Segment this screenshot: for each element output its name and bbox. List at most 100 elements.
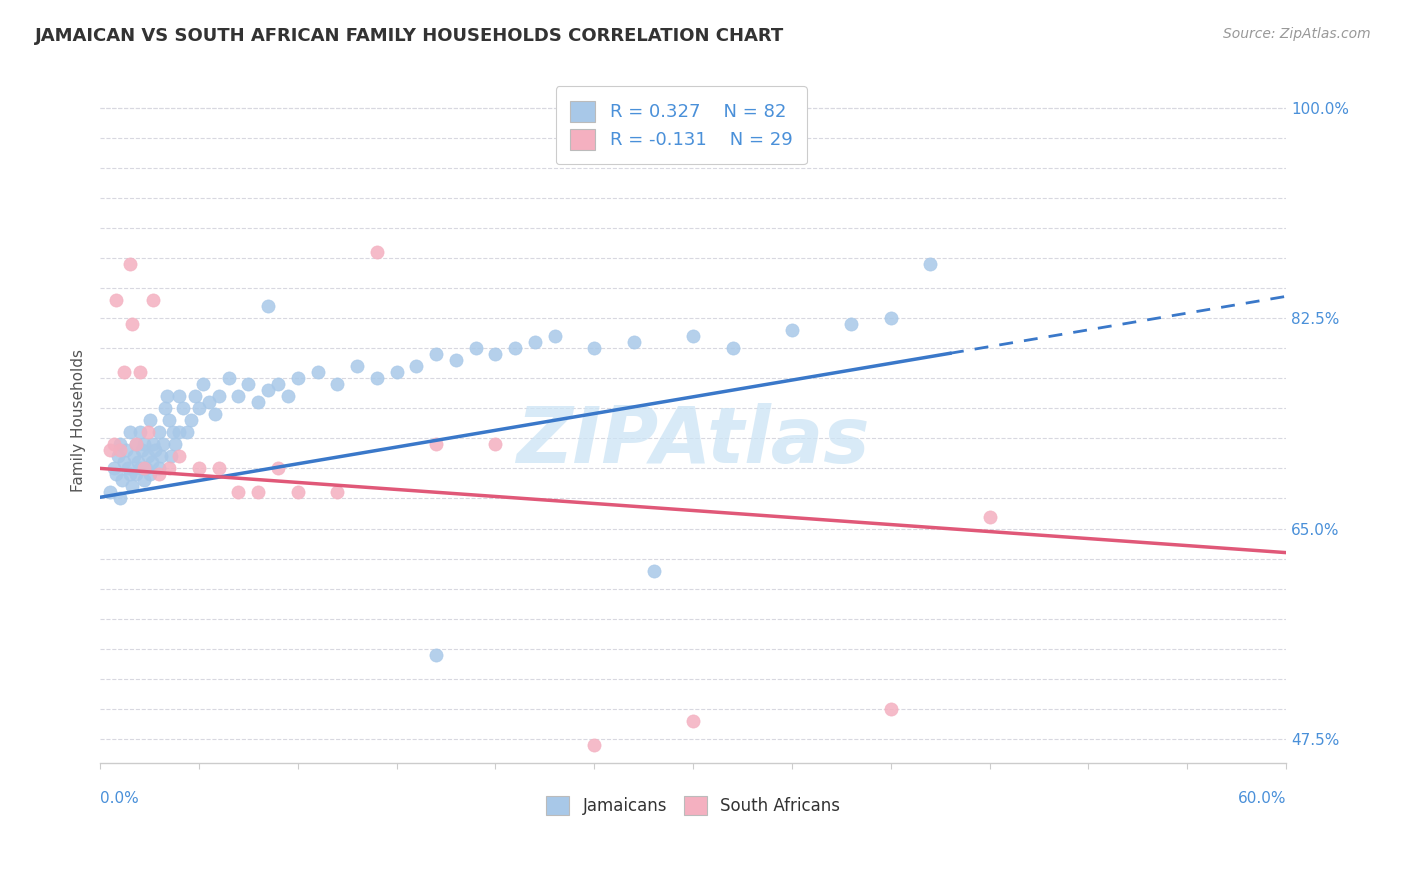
Point xyxy=(157,461,180,475)
Point xyxy=(112,455,135,469)
Point xyxy=(103,437,125,451)
Point xyxy=(98,443,121,458)
Point xyxy=(128,425,150,440)
Point xyxy=(366,244,388,259)
Point xyxy=(155,401,177,416)
Point xyxy=(136,450,159,464)
Point xyxy=(121,479,143,493)
Point xyxy=(157,413,180,427)
Point xyxy=(122,450,145,464)
Point xyxy=(136,425,159,440)
Point xyxy=(135,461,157,475)
Point xyxy=(131,443,153,458)
Point xyxy=(125,467,148,482)
Point xyxy=(176,425,198,440)
Point xyxy=(107,450,129,464)
Point xyxy=(121,317,143,331)
Text: Source: ZipAtlas.com: Source: ZipAtlas.com xyxy=(1223,27,1371,41)
Point xyxy=(218,371,240,385)
Point xyxy=(165,437,187,451)
Point xyxy=(112,365,135,379)
Point xyxy=(118,425,141,440)
Point xyxy=(167,425,190,440)
Point xyxy=(148,425,170,440)
Point xyxy=(142,437,165,451)
Text: JAMAICAN VS SOUTH AFRICAN FAMILY HOUSEHOLDS CORRELATION CHART: JAMAICAN VS SOUTH AFRICAN FAMILY HOUSEHO… xyxy=(35,27,785,45)
Point xyxy=(780,323,803,337)
Point xyxy=(879,702,901,716)
Point xyxy=(346,359,368,373)
Text: 60.0%: 60.0% xyxy=(1237,790,1286,805)
Point xyxy=(544,329,567,343)
Point xyxy=(138,413,160,427)
Point xyxy=(125,437,148,451)
Point xyxy=(307,365,329,379)
Point xyxy=(156,389,179,403)
Point xyxy=(979,509,1001,524)
Point xyxy=(238,377,260,392)
Point xyxy=(257,383,280,397)
Point xyxy=(444,353,467,368)
Point xyxy=(257,299,280,313)
Point xyxy=(118,467,141,482)
Point xyxy=(385,365,408,379)
Point xyxy=(484,437,506,451)
Point xyxy=(118,257,141,271)
Point xyxy=(267,377,290,392)
Point xyxy=(208,389,231,403)
Point xyxy=(287,371,309,385)
Point xyxy=(104,467,127,482)
Point xyxy=(204,407,226,421)
Point xyxy=(839,317,862,331)
Point xyxy=(425,437,447,451)
Point xyxy=(117,461,139,475)
Point xyxy=(366,371,388,385)
Point xyxy=(247,395,270,409)
Point xyxy=(326,377,349,392)
Point xyxy=(167,389,190,403)
Point xyxy=(228,389,250,403)
Point xyxy=(191,377,214,392)
Point xyxy=(721,341,744,355)
Point xyxy=(643,564,665,578)
Legend: Jamaicans, South Africans: Jamaicans, South Africans xyxy=(537,788,849,823)
Point xyxy=(583,341,606,355)
Point xyxy=(484,347,506,361)
Text: 0.0%: 0.0% xyxy=(100,790,139,805)
Point xyxy=(920,257,942,271)
Point xyxy=(180,413,202,427)
Point xyxy=(108,437,131,451)
Point xyxy=(125,437,148,451)
Point xyxy=(682,329,704,343)
Point xyxy=(127,455,149,469)
Point xyxy=(198,395,221,409)
Point xyxy=(152,437,174,451)
Point xyxy=(326,485,349,500)
Point xyxy=(184,389,207,403)
Point xyxy=(150,450,173,464)
Text: ZIPAtlas: ZIPAtlas xyxy=(516,403,870,479)
Point xyxy=(145,443,167,458)
Point xyxy=(682,714,704,728)
Point xyxy=(132,461,155,475)
Point xyxy=(623,335,645,350)
Point xyxy=(114,443,136,458)
Point xyxy=(142,293,165,307)
Point xyxy=(187,401,209,416)
Point xyxy=(167,450,190,464)
Point xyxy=(104,293,127,307)
Point xyxy=(503,341,526,355)
Point xyxy=(160,450,183,464)
Point xyxy=(103,461,125,475)
Point xyxy=(148,461,170,475)
Point xyxy=(128,461,150,475)
Point xyxy=(247,485,270,500)
Point xyxy=(162,425,184,440)
Point xyxy=(128,365,150,379)
Point xyxy=(287,485,309,500)
Point xyxy=(208,461,231,475)
Point xyxy=(148,467,170,482)
Point xyxy=(138,467,160,482)
Point xyxy=(425,347,447,361)
Point xyxy=(132,474,155,488)
